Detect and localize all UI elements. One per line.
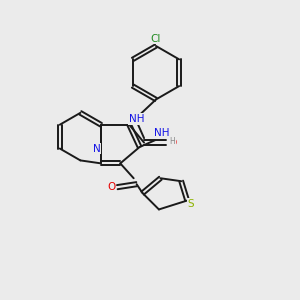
- Text: N: N: [93, 143, 101, 154]
- Text: NH: NH: [154, 128, 170, 138]
- Text: S: S: [188, 199, 194, 209]
- Text: Cl: Cl: [151, 34, 161, 44]
- Text: O: O: [168, 138, 176, 148]
- Text: H: H: [169, 136, 175, 146]
- Text: O: O: [107, 182, 116, 192]
- Text: NH: NH: [129, 114, 144, 124]
